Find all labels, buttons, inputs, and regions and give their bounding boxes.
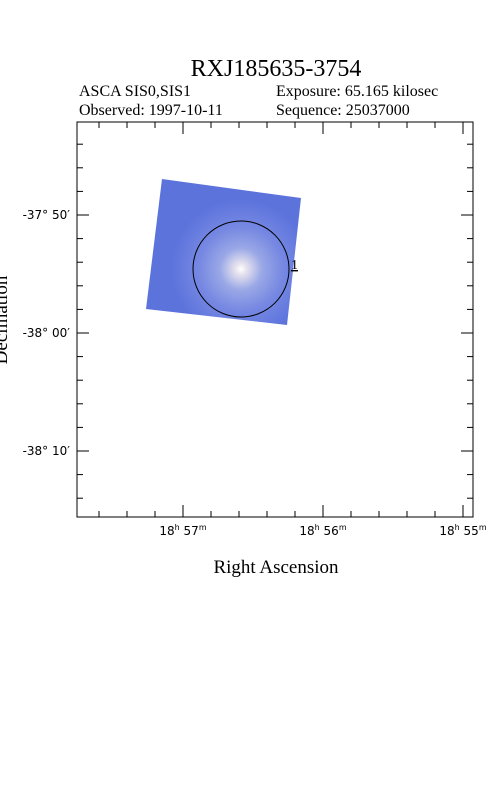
y-tick-label: -37° 50′ xyxy=(23,208,71,222)
tick-unit: m xyxy=(339,523,347,532)
tick-number: 57 xyxy=(180,524,199,538)
tick-unit: m xyxy=(199,523,207,532)
tick-number: 55 xyxy=(460,524,479,538)
x-tick-label: 18h 57m xyxy=(159,523,206,538)
source-region xyxy=(192,220,290,318)
title: RXJ185635-3754 xyxy=(191,56,362,82)
y-axis-label: Declination xyxy=(0,275,12,364)
exposure: Exposure: 65.165 kilosec xyxy=(276,83,438,100)
tick-unit: h xyxy=(455,523,460,532)
x-axis-label: Right Ascension xyxy=(213,557,339,578)
exposure-map xyxy=(146,179,301,325)
tick-number: 18 xyxy=(159,524,174,538)
y-tick-label: -38° 10′ xyxy=(23,444,71,458)
y-tick-label: -38° 00′ xyxy=(23,326,71,340)
x-tick-label: 18h 55m xyxy=(439,523,486,538)
tick-marks xyxy=(77,122,473,517)
plot-frame xyxy=(76,121,474,518)
source-label: 1 xyxy=(291,258,298,273)
instrument: ASCA SIS0,SIS1 xyxy=(79,83,191,100)
sequence: Sequence: 25037000 xyxy=(276,102,410,119)
tick-unit: m xyxy=(479,523,486,532)
x-tick-label: 18h 56m xyxy=(299,523,346,538)
tick-unit: h xyxy=(315,523,320,532)
tick-number: 56 xyxy=(320,524,339,538)
observed: Observed: 1997-10-11 xyxy=(79,102,223,119)
tick-number: 18 xyxy=(439,524,454,538)
tick-unit: h xyxy=(175,523,180,532)
image xyxy=(146,179,301,325)
tick-number: 18 xyxy=(299,524,314,538)
